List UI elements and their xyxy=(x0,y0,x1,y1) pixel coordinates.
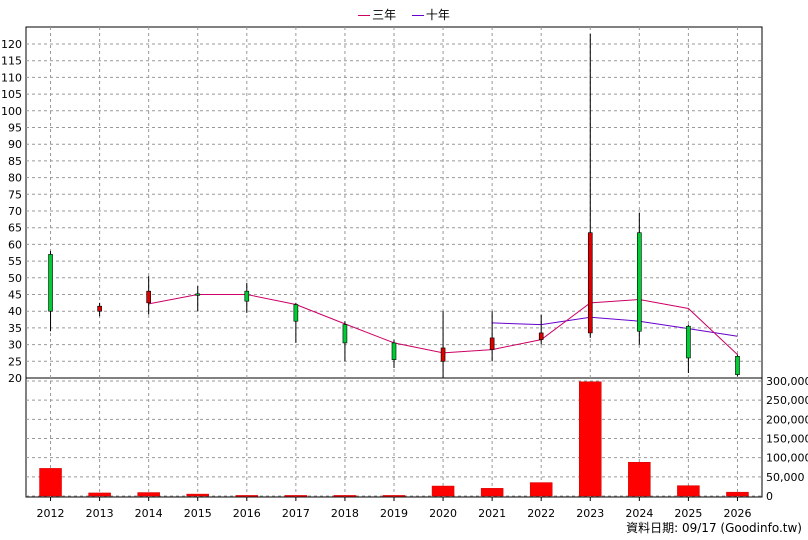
price-tick-label: 100 xyxy=(1,105,22,118)
volume-bar xyxy=(382,495,406,497)
volume-bar xyxy=(88,492,111,497)
volume-tick-label: 200,000 xyxy=(766,413,808,426)
legend-swatch-ma3 xyxy=(358,15,371,16)
price-tick-label: 55 xyxy=(8,255,22,268)
price-tick-label: 120 xyxy=(1,38,22,51)
volume-bar xyxy=(628,462,651,497)
legend-item-ma3: 三年 xyxy=(358,6,396,23)
volume-bar xyxy=(39,468,62,497)
year-tick-label: 2018 xyxy=(331,507,359,520)
year-tick-label: 2017 xyxy=(282,507,310,520)
candle-body xyxy=(97,305,102,312)
price-tick-label: 30 xyxy=(8,339,22,352)
price-tick-label: 85 xyxy=(8,155,22,168)
ma10-line xyxy=(492,316,738,337)
year-tick-label: 2016 xyxy=(233,507,261,520)
year-tick-label: 2026 xyxy=(723,507,751,520)
volume-bar xyxy=(431,485,455,497)
year-tick-label: 2012 xyxy=(37,507,65,520)
price-tick-label: 50 xyxy=(8,272,22,285)
volume-bar xyxy=(137,492,160,497)
year-tick-label: 2021 xyxy=(478,507,506,520)
price-tick-label: 110 xyxy=(1,71,22,84)
volume-bar xyxy=(284,495,308,497)
candle-body xyxy=(146,290,151,304)
price-tick-label: 65 xyxy=(8,222,22,235)
candle-body xyxy=(195,293,201,296)
candle-body xyxy=(637,232,642,332)
volume-tick-label: 0 xyxy=(766,490,773,503)
candle-body xyxy=(391,342,397,360)
volume-bar xyxy=(579,381,602,497)
price-tick-label: 60 xyxy=(8,238,22,251)
candle-body xyxy=(48,254,53,312)
volume-bar xyxy=(235,495,259,497)
year-tick-label: 2020 xyxy=(429,507,457,520)
volume-tick-label: 150,000 xyxy=(766,433,808,446)
year-tick-label: 2022 xyxy=(527,507,555,520)
volume-bar xyxy=(726,491,749,497)
legend-swatch-ma10 xyxy=(411,15,424,16)
candle-body xyxy=(440,347,446,362)
price-tick-label: 105 xyxy=(1,88,22,101)
price-tick-label: 80 xyxy=(8,172,22,185)
volume-bar xyxy=(677,485,700,497)
data-date-footer: 資料日期: 09/17 (Goodinfo.tw) xyxy=(626,521,802,535)
legend-label-ma10: 十年 xyxy=(425,8,450,22)
legend-label-ma3: 三年 xyxy=(372,8,397,22)
candle-body xyxy=(342,324,348,344)
volume-bar xyxy=(333,495,357,497)
volume-tick-label: 300,000 xyxy=(766,375,808,388)
price-tick-label: 40 xyxy=(8,305,22,318)
volume-bar xyxy=(480,488,504,497)
price-tick-label: 45 xyxy=(8,289,22,302)
price-tick-label: 35 xyxy=(8,322,22,335)
price-tick-label: 20 xyxy=(8,372,22,385)
year-tick-label: 2013 xyxy=(86,507,114,520)
price-tick-label: 75 xyxy=(8,188,22,201)
volume-tick-label: 250,000 xyxy=(766,394,808,407)
price-tick-label: 95 xyxy=(8,122,22,135)
year-tick-label: 2015 xyxy=(184,507,212,520)
price-tick-label: 25 xyxy=(8,355,22,368)
volume-bar xyxy=(186,493,209,497)
candle-body xyxy=(244,290,250,302)
price-tick-label: 90 xyxy=(8,138,22,151)
candle-body xyxy=(587,232,593,334)
volume-tick-label: 100,000 xyxy=(766,452,808,465)
year-tick-label: 2014 xyxy=(135,507,163,520)
volume-bar xyxy=(529,482,553,497)
year-tick-label: 2019 xyxy=(380,507,408,520)
candle-body xyxy=(686,325,691,359)
legend: 三年 十年 xyxy=(0,6,808,23)
candle-body xyxy=(489,337,495,350)
year-tick-label: 2025 xyxy=(674,507,702,520)
candle-body xyxy=(538,332,544,340)
price-tick-label: 70 xyxy=(8,205,22,218)
year-tick-label: 2023 xyxy=(576,507,604,520)
candle-body xyxy=(735,355,740,375)
price-tick-label: 115 xyxy=(1,55,22,68)
volume-tick-label: 50,000 xyxy=(766,471,805,484)
candle-body xyxy=(293,304,299,322)
year-tick-label: 2024 xyxy=(625,507,653,520)
legend-item-ma10: 十年 xyxy=(411,6,450,23)
